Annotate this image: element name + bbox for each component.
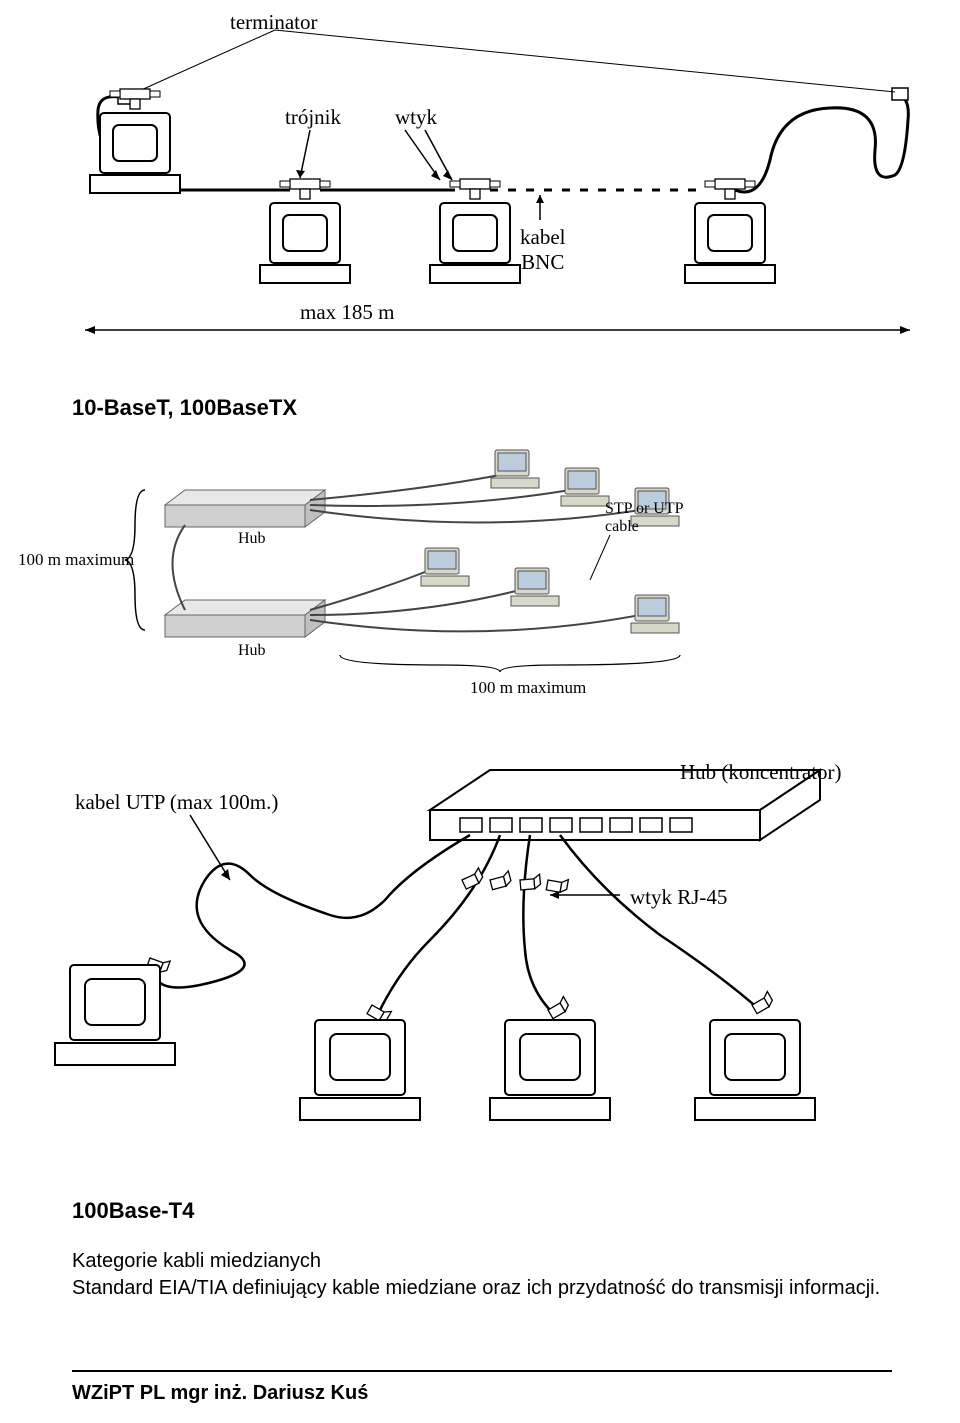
hub-label-2: Hub: [238, 642, 266, 660]
heading-10baset: 10-BaseT, 100BaseTX: [72, 395, 297, 421]
bnc-bus-diagram: [0, 0, 960, 360]
kabel-bnc-label: kabel BNC: [520, 225, 565, 275]
bottom-100m-label: 100 m maximum: [470, 678, 586, 698]
stp-utp-label: STP or UTP cable: [605, 500, 684, 536]
wtyk-label: wtyk: [395, 105, 437, 130]
hub-label-1: Hub: [238, 530, 266, 548]
max185-label: max 185 m: [300, 300, 395, 325]
hub-diagram-image: [0, 440, 960, 700]
paragraph-kategorie: Kategorie kabli miedzianych Standard EIA…: [72, 1248, 892, 1302]
left-100m-label: 100 m maximum: [18, 550, 134, 570]
rj45-label: wtyk RJ-45: [630, 885, 727, 910]
terminator-label: terminator: [230, 10, 317, 35]
footer-rule: [72, 1370, 892, 1372]
trojnik-label: trójnik: [285, 105, 341, 130]
kabel-utp-label: kabel UTP (max 100m.): [75, 790, 278, 815]
hub-koncentrator-label: Hub (koncentrator): [680, 760, 842, 785]
heading-100base-t4: 100Base-T4: [72, 1198, 194, 1224]
footer-text: WZiPT PL mgr inż. Dariusz Kuś: [72, 1382, 368, 1405]
